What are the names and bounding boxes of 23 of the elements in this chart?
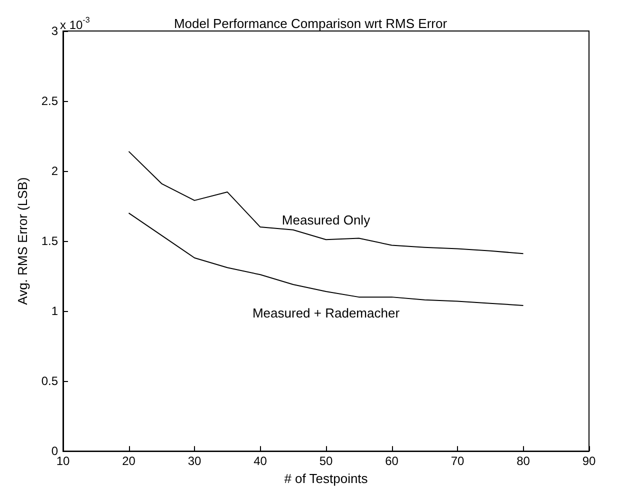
y-tick-label: 2.5 [41,94,58,108]
x-axis-title: # of Testpoints [284,471,368,486]
x-tick-label: 20 [122,454,136,468]
x-tick-label: 10 [56,454,70,468]
y-tick-label: 1 [51,304,58,318]
y-tick-label: 2 [51,164,58,178]
x-tick-label: 60 [385,454,399,468]
y-tick-label: 1.5 [41,234,58,248]
x-tick-label: 90 [582,454,596,468]
x-tick-label: 70 [450,454,464,468]
chart-title: Model Performance Comparison wrt RMS Error [174,16,448,31]
x-tick-label: 80 [516,454,530,468]
x-tick-label: 50 [319,454,333,468]
x-tick-label: 40 [254,454,268,468]
series-label: Measured Only [282,212,371,228]
y-tick-label: 0 [51,444,58,458]
line-series [128,212,524,306]
y-tick-label: 3 [51,24,58,38]
y-tick-label: 0.5 [41,374,58,388]
y-axis-title: Avg. RMS Error (LSB) [15,177,30,305]
series-label: Measured + Rademacher [252,305,400,320]
x-tick-label: 30 [188,454,202,468]
line-series [128,150,524,254]
